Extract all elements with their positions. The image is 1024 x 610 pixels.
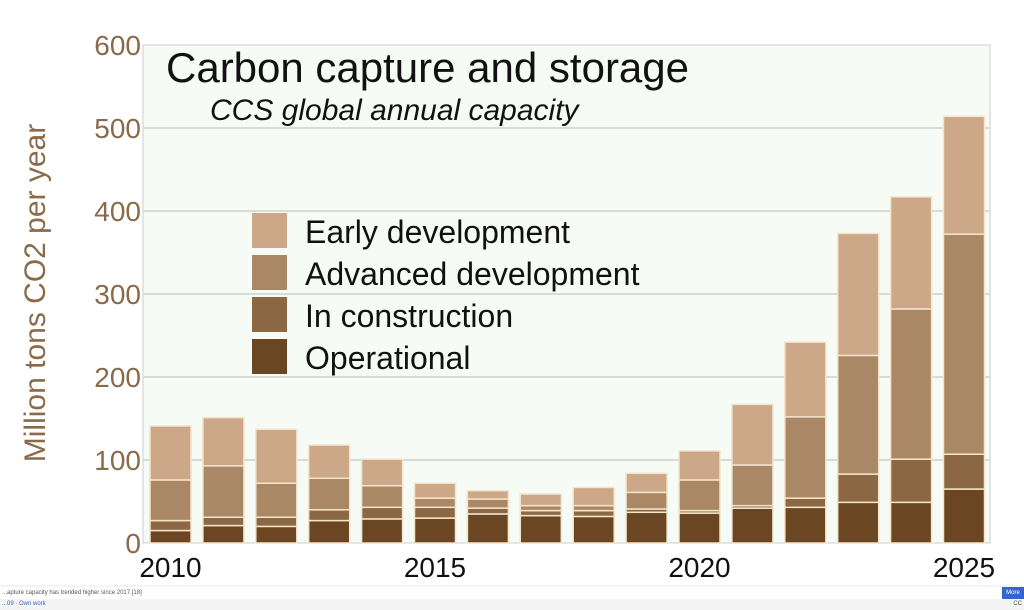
legend-swatch — [252, 255, 287, 290]
bar-segment-in-construction — [255, 516, 298, 528]
legend-label: In construction — [305, 298, 513, 334]
y-axis-label: Million tons CO2 per year — [19, 124, 52, 462]
bar-segment-advanced-development — [202, 465, 245, 519]
bar-segment-in-construction — [784, 497, 827, 509]
bar-segment-in-construction — [836, 473, 880, 504]
bar-segment-operational — [678, 512, 721, 544]
bar-segment-early-development — [360, 458, 404, 487]
bar-segment-early-development — [202, 416, 245, 467]
bar-segment-operational — [519, 514, 563, 544]
bar-segment-early-development — [625, 472, 668, 494]
legend-swatch — [252, 297, 287, 332]
bar-segment-advanced-development — [784, 416, 827, 499]
bar-segment-in-construction — [360, 506, 404, 520]
legend-swatch — [252, 213, 287, 248]
y-tick-label: 300 — [94, 279, 141, 310]
bar-segment-operational — [255, 525, 298, 544]
image-caption-bar: ...apture capacity has trended higher si… — [0, 585, 1024, 610]
bar-segment-advanced-development — [678, 479, 721, 512]
caption-text: ...apture capacity has trended higher si… — [0, 587, 1002, 599]
bar-segment-operational — [889, 501, 933, 544]
legend-label: Advanced development — [305, 256, 640, 292]
bar-segment-advanced-development — [255, 482, 298, 519]
bar-segment-early-development — [889, 196, 933, 310]
bar-segment-advanced-development — [466, 498, 510, 509]
legend-label: Early development — [305, 214, 570, 250]
bar-segment-early-development — [255, 428, 298, 484]
y-tick-label: 400 — [94, 196, 141, 227]
bar-segment-operational — [307, 519, 351, 544]
bar-segment-early-development — [519, 493, 563, 507]
bar-segment-early-development — [466, 489, 510, 500]
bar-segment-early-development — [307, 444, 351, 480]
license-label: CC — [1013, 601, 1022, 607]
bar-segment-operational — [784, 506, 827, 544]
bar-segment-early-development — [784, 341, 827, 418]
bar-segment-operational — [202, 524, 245, 544]
bar-segment-early-development — [836, 232, 880, 357]
y-tick-label: 500 — [94, 113, 141, 144]
x-tick-label: 2020 — [668, 552, 730, 583]
bar-segment-advanced-development — [307, 477, 351, 511]
bar-segment-in-construction — [202, 516, 245, 527]
bar-segment-operational — [413, 517, 457, 544]
bar-segment-operational — [731, 507, 774, 544]
x-tick-label: 2025 — [933, 552, 995, 583]
bar-segment-operational — [149, 529, 192, 544]
bar-segment-in-construction — [413, 506, 457, 519]
ccs-bar-chart: 0 100 200 300 400 500 600 2010 2015 2020 2025 Car… — [19, 30, 995, 583]
bar-segment-advanced-development — [836, 354, 880, 475]
bar-segment-early-development — [149, 425, 192, 481]
chart-subtitle: CCS global annual capacity — [210, 94, 581, 127]
chart-title: Carbon capture and storage — [166, 44, 689, 91]
bar-segment-advanced-development — [360, 484, 404, 509]
bar-segment-early-development — [678, 450, 721, 481]
bar-segment-in-construction — [942, 453, 986, 490]
bar-segment-advanced-development — [625, 491, 668, 510]
bar-segment-operational — [836, 501, 880, 544]
bar-segment-operational — [572, 515, 615, 544]
bar-segment-in-construction — [307, 509, 351, 522]
y-tick-label: 200 — [94, 362, 141, 393]
legend-swatch — [252, 339, 287, 374]
bar-segment-early-development — [731, 403, 774, 466]
bar-segment-advanced-development — [942, 233, 986, 455]
bar-segment-advanced-development — [731, 464, 774, 507]
y-tick-label: 600 — [94, 30, 141, 61]
y-tick-label: 100 — [94, 445, 141, 476]
source-link[interactable]: ...09 · Own work — [2, 601, 46, 607]
bar-segment-advanced-development — [889, 308, 933, 460]
bar-segment-early-development — [942, 115, 986, 235]
bar-segment-advanced-development — [413, 497, 457, 509]
x-tick-label: 2015 — [404, 552, 466, 583]
bar-segment-in-construction — [572, 509, 615, 518]
legend-label: Operational — [305, 340, 470, 376]
bar-segment-operational — [360, 518, 404, 544]
bar-segment-operational — [466, 513, 510, 544]
bar-segment-in-construction — [889, 458, 933, 504]
more-button[interactable]: More — [1002, 587, 1024, 599]
bar-segment-operational — [942, 488, 986, 544]
bar-segment-in-construction — [149, 519, 192, 532]
bar-segment-operational — [625, 511, 668, 544]
bar-segment-in-construction — [466, 507, 510, 515]
bar-segment-early-development — [572, 486, 615, 507]
bar-segment-advanced-development — [149, 479, 192, 522]
x-tick-label: 2010 — [139, 552, 201, 583]
bar-segment-early-development — [413, 482, 457, 499]
y-tick-label: 0 — [125, 528, 141, 559]
